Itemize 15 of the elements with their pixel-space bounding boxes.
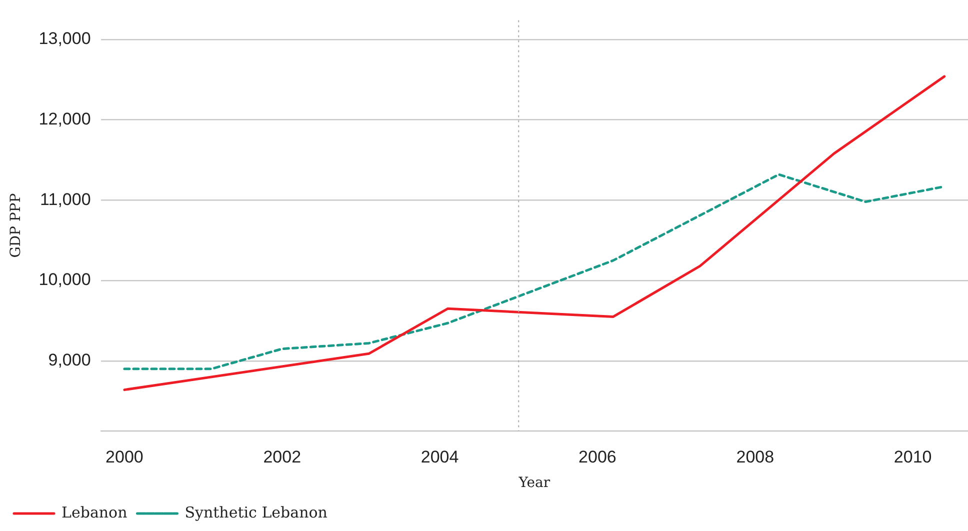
y-tick-label: 13,000: [38, 29, 91, 48]
x-tick-label: 2000: [106, 448, 144, 467]
x-tick-label: 2004: [420, 448, 459, 467]
y-tick-label: 9,000: [48, 350, 91, 370]
x-tick-label: 2008: [736, 448, 774, 467]
legend-label: Lebanon: [62, 503, 128, 522]
y-axis-title: GDP PPP: [8, 193, 24, 258]
legend-label: Synthetic Lebanon: [184, 503, 328, 522]
x-tick-label: 2006: [578, 448, 616, 467]
x-tick-label: 2010: [894, 448, 932, 467]
y-tick-label: 10,000: [38, 270, 91, 290]
x-axis-title: Year: [518, 475, 550, 492]
y-tick-label: 11,000: [40, 190, 91, 209]
y-tick-label: 12,000: [38, 110, 91, 129]
x-tick-label: 2002: [263, 448, 302, 467]
